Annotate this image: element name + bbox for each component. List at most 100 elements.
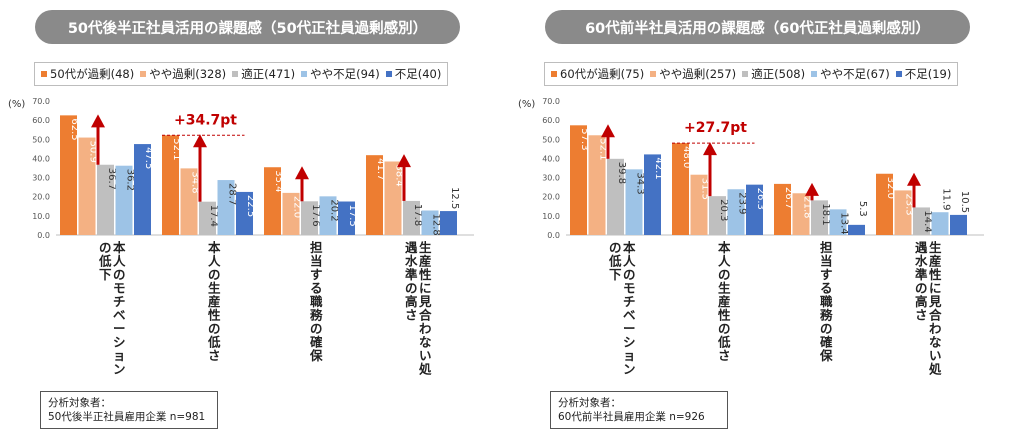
bar [217,180,235,235]
category-char: 低 [98,254,112,269]
category-char: 水 [405,254,418,269]
category-char: い [929,348,942,363]
legend-swatch [232,71,239,77]
chart-title: 50代後半正社員活用の課題感（50代正社員過剰感別） [35,10,460,44]
data-label: 17.8 [412,204,423,226]
category-char: モ [623,281,636,296]
data-label: 28.7 [227,183,238,205]
y-tick-label: 60.0 [32,116,50,125]
bar [570,125,587,235]
data-label: 34.3 [635,172,646,194]
bar [848,224,865,235]
bar [282,192,300,235]
data-label: 52.1 [598,138,609,160]
y-tick-label: 60.0 [542,116,560,125]
category-char: 高 [915,294,928,309]
category-char: 合 [419,308,432,323]
bar [709,196,726,235]
data-label: 32.0 [885,177,896,199]
category-label: 担当する職務の確保 [309,240,323,363]
y-axis-unit: (%) [518,99,535,110]
category-char: 産 [208,294,221,309]
bar [607,158,624,235]
category-char: わ [929,321,942,336]
legend-item: 50代が過剰(48) [41,66,134,82]
bar [894,190,912,235]
bar [301,201,318,235]
legend-item: 60代が過剰(75) [551,66,644,82]
category-char: の [718,267,731,282]
gap-arrow-head [703,142,717,156]
data-label: 13.4 [839,212,850,234]
bar [97,164,114,235]
legend-item: 適正(471) [232,66,295,82]
left-chart-panel: 50代後半正社員活用の課題感（50代正社員過剰感別） 50代が過剰(48) やや… [8,10,474,429]
legend-label: 適正(508) [751,67,806,81]
category-char: 水 [915,254,928,269]
legend-label: やや不足(67) [820,67,890,81]
y-tick-label: 10.0 [32,212,50,221]
category-label: 本人の生産性の低さ [717,240,731,363]
legend-item: やや不足(67) [811,66,890,82]
category-char: 処 [928,362,942,377]
category-char: 生 [929,240,942,255]
category-char: さ [718,348,731,363]
category-char: 保 [309,348,323,363]
category-char: の [623,267,636,282]
data-label: 17.5 [347,205,358,227]
legend-label: 不足(40) [394,67,442,81]
category-char: 性 [928,267,942,282]
category-char: の [820,321,833,336]
y-axis-unit: (%) [8,99,25,110]
legend-label: やや過剰(257) [659,67,737,81]
bar [403,200,420,235]
legend-swatch [140,71,147,77]
bar [115,165,133,235]
category-char: 産 [929,254,942,269]
bar [811,200,828,235]
data-label: 39.8 [616,162,627,184]
gap-arrow-head [601,124,615,138]
chart-legend: 60代が過剰(75) やや過剰(257) 適正(508) やや不足(67) 不足… [544,62,959,86]
data-label: 34.8 [190,171,201,193]
annotation-text: +34.7pt [174,112,237,128]
category-char: ベ [113,308,126,323]
category-char: の [405,281,418,296]
category-char: シ [623,335,636,350]
chart-title: 60代前半社員活用の課題感（60代正社員過剰感別） [545,10,970,44]
category-char: の [208,321,221,336]
legend-label: やや過剰(328) [149,67,227,81]
category-char: の [609,240,622,255]
category-char: ョ [623,348,636,363]
category-char: 務 [820,308,833,323]
analysis-note: 分析対象者： 60代前半社員雇用企業 n=926 [550,391,728,429]
category-char: 職 [310,294,323,309]
bar [78,137,96,235]
category-char: 人 [208,254,221,269]
data-label: 47.5 [143,147,154,169]
category-char: の [99,240,112,255]
y-tick-label: 40.0 [542,154,560,163]
category-char: る [310,281,323,296]
legend-swatch [811,71,818,77]
data-label: 50.9 [88,141,99,163]
data-label: 36.2 [125,169,136,191]
category-char: 合 [929,308,942,323]
category-char: の [208,267,221,282]
bar [950,214,967,235]
bar [876,173,893,235]
legend-swatch [551,71,557,77]
legend-swatch [742,71,749,77]
gap-arrow-head [91,114,105,128]
data-label: 31.5 [700,178,711,200]
bar [727,189,745,235]
legend-label: やや不足(94) [310,67,380,81]
data-label: 11.9 [941,188,952,210]
bar [264,167,281,235]
category-char: 務 [310,308,323,323]
bar [319,196,337,235]
data-label: 12.8 [431,213,442,235]
legend-item: 不足(40) [385,66,442,82]
category-char: モ [113,281,126,296]
y-tick-label: 50.0 [32,135,50,144]
